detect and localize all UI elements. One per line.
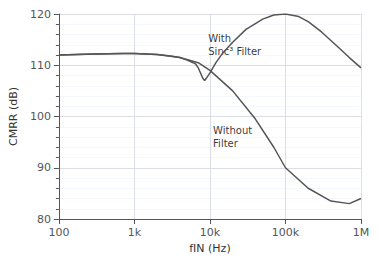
svg-text:Without: Without bbox=[213, 125, 252, 136]
svg-text:110: 110 bbox=[30, 59, 51, 72]
svg-text:Filter: Filter bbox=[213, 138, 239, 149]
svg-text:100: 100 bbox=[30, 110, 51, 123]
svg-text:With: With bbox=[208, 33, 231, 44]
svg-text:CMRR (dB): CMRR (dB) bbox=[7, 87, 20, 146]
svg-text:fIN (Hz): fIN (Hz) bbox=[189, 242, 230, 255]
svg-text:90: 90 bbox=[37, 161, 51, 174]
svg-text:Sinc³ Filter: Sinc³ Filter bbox=[208, 46, 262, 57]
svg-text:100k: 100k bbox=[272, 226, 300, 239]
svg-text:1k: 1k bbox=[128, 226, 142, 239]
svg-text:120: 120 bbox=[30, 8, 51, 21]
svg-text:10k: 10k bbox=[200, 226, 221, 239]
svg-text:1M: 1M bbox=[353, 226, 370, 239]
svg-text:100: 100 bbox=[48, 226, 69, 239]
svg-text:80: 80 bbox=[37, 213, 51, 226]
